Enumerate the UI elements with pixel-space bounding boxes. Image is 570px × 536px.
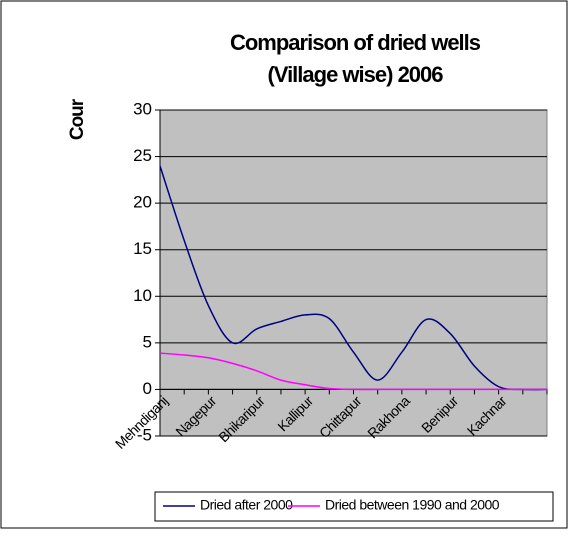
legend-label: Dried after 2000 — [200, 497, 293, 513]
y-axis-label: Cour — [67, 98, 88, 140]
y-tick-label: 20 — [133, 193, 152, 212]
legend-label: Dried between 1990 and 2000 — [325, 497, 500, 513]
y-tick-label: 0 — [143, 379, 152, 398]
line-series — [159, 352, 547, 391]
chart-title: (Village wise) 2006 — [267, 62, 443, 87]
y-tick-label: 25 — [133, 146, 152, 165]
y-tick-label: 5 — [143, 332, 152, 351]
line-series — [159, 165, 548, 391]
y-tick-label: 30 — [133, 99, 152, 118]
plot-area — [159, 109, 548, 437]
chart-title: Comparison of dried wells — [230, 30, 481, 55]
y-tick-label: 15 — [133, 239, 152, 258]
y-tick-label: 10 — [133, 286, 152, 305]
legend-box — [154, 491, 554, 522]
y-tick-label: -5 — [137, 425, 152, 444]
